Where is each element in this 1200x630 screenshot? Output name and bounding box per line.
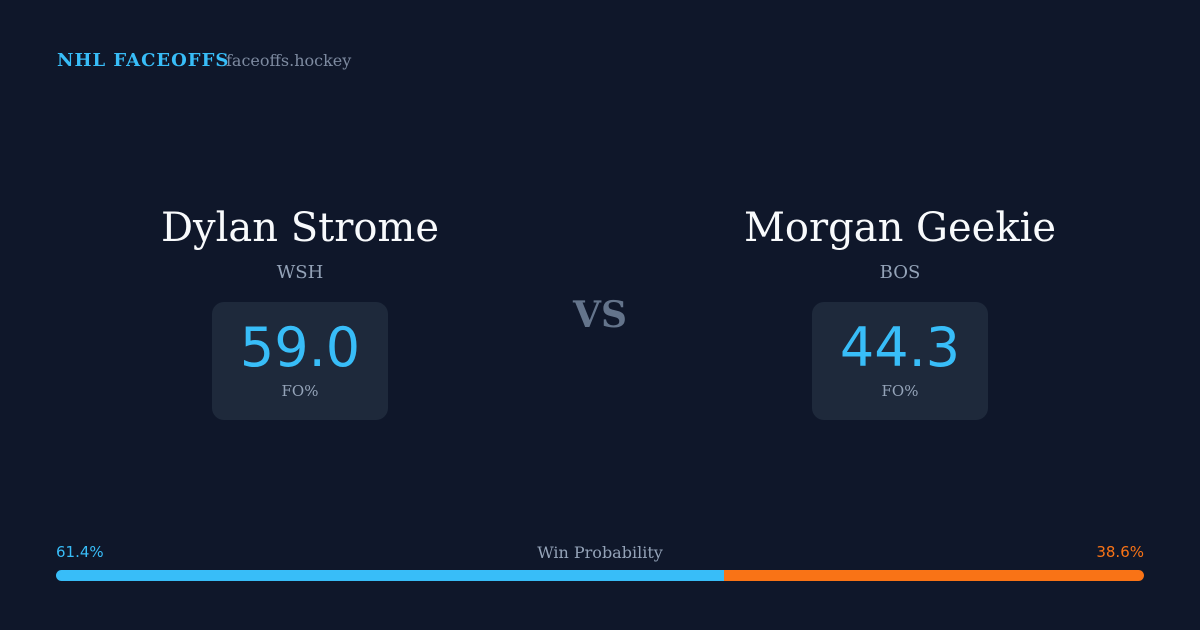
fo-label: FO% xyxy=(281,382,319,400)
win-prob-label: 61.4% xyxy=(56,543,104,561)
fo-value: 44.3 xyxy=(839,316,961,379)
team: WSH xyxy=(276,262,324,283)
player-card: Dylan Strome WSH 59.0 FO% xyxy=(100,0,500,630)
win-prob-label: 38.6% xyxy=(1096,543,1144,561)
player-name: Dylan Strome xyxy=(160,205,440,251)
vs: VS xyxy=(573,294,627,336)
fo-value: 59.0 xyxy=(239,316,361,379)
site-link[interactable]: faceoffs.hockey xyxy=(226,51,352,70)
player-card: Morgan Geekie BOS 44.3 FO% xyxy=(700,0,1100,630)
win-prob-title: Win Probability xyxy=(537,543,663,562)
stat-box: 44.3 FO% xyxy=(812,302,988,420)
win-prob-bar xyxy=(56,570,1144,581)
stat-box: 59.0 FO% xyxy=(212,302,388,420)
win-prob-segment xyxy=(56,570,725,581)
brand: NHL FACEOFFS xyxy=(57,50,230,71)
win-prob-segment xyxy=(724,570,1144,581)
player-name: Morgan Geekie xyxy=(743,205,1057,251)
fo-label: FO% xyxy=(881,382,919,400)
team: BOS xyxy=(879,262,921,283)
